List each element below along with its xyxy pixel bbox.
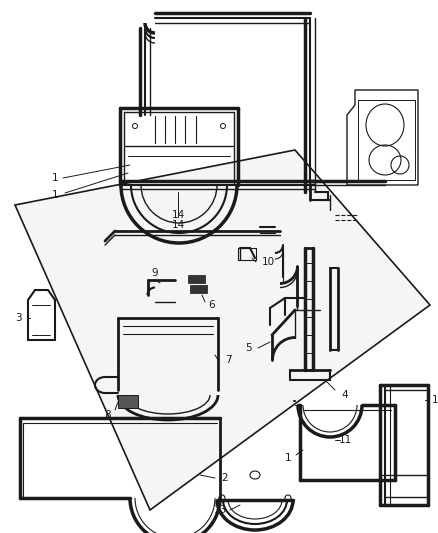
Polygon shape xyxy=(118,395,138,408)
Text: 10: 10 xyxy=(261,257,275,267)
Polygon shape xyxy=(188,275,205,283)
Text: 14: 14 xyxy=(171,210,185,220)
Text: 1: 1 xyxy=(52,173,58,183)
Text: 1: 1 xyxy=(52,190,58,200)
Text: 4: 4 xyxy=(342,390,348,400)
Text: 11: 11 xyxy=(339,435,352,445)
Text: 12: 12 xyxy=(431,395,438,405)
Text: 5: 5 xyxy=(245,343,251,353)
Text: 13: 13 xyxy=(213,505,226,515)
Polygon shape xyxy=(15,150,430,510)
Text: 6: 6 xyxy=(208,300,215,310)
Text: 7: 7 xyxy=(225,355,231,365)
Text: 9: 9 xyxy=(152,268,158,278)
Text: 1: 1 xyxy=(285,453,291,463)
Text: 2: 2 xyxy=(222,473,228,483)
Text: 3: 3 xyxy=(15,313,21,323)
Polygon shape xyxy=(190,285,207,293)
Text: 14: 14 xyxy=(171,220,185,230)
Text: 8: 8 xyxy=(105,410,111,420)
